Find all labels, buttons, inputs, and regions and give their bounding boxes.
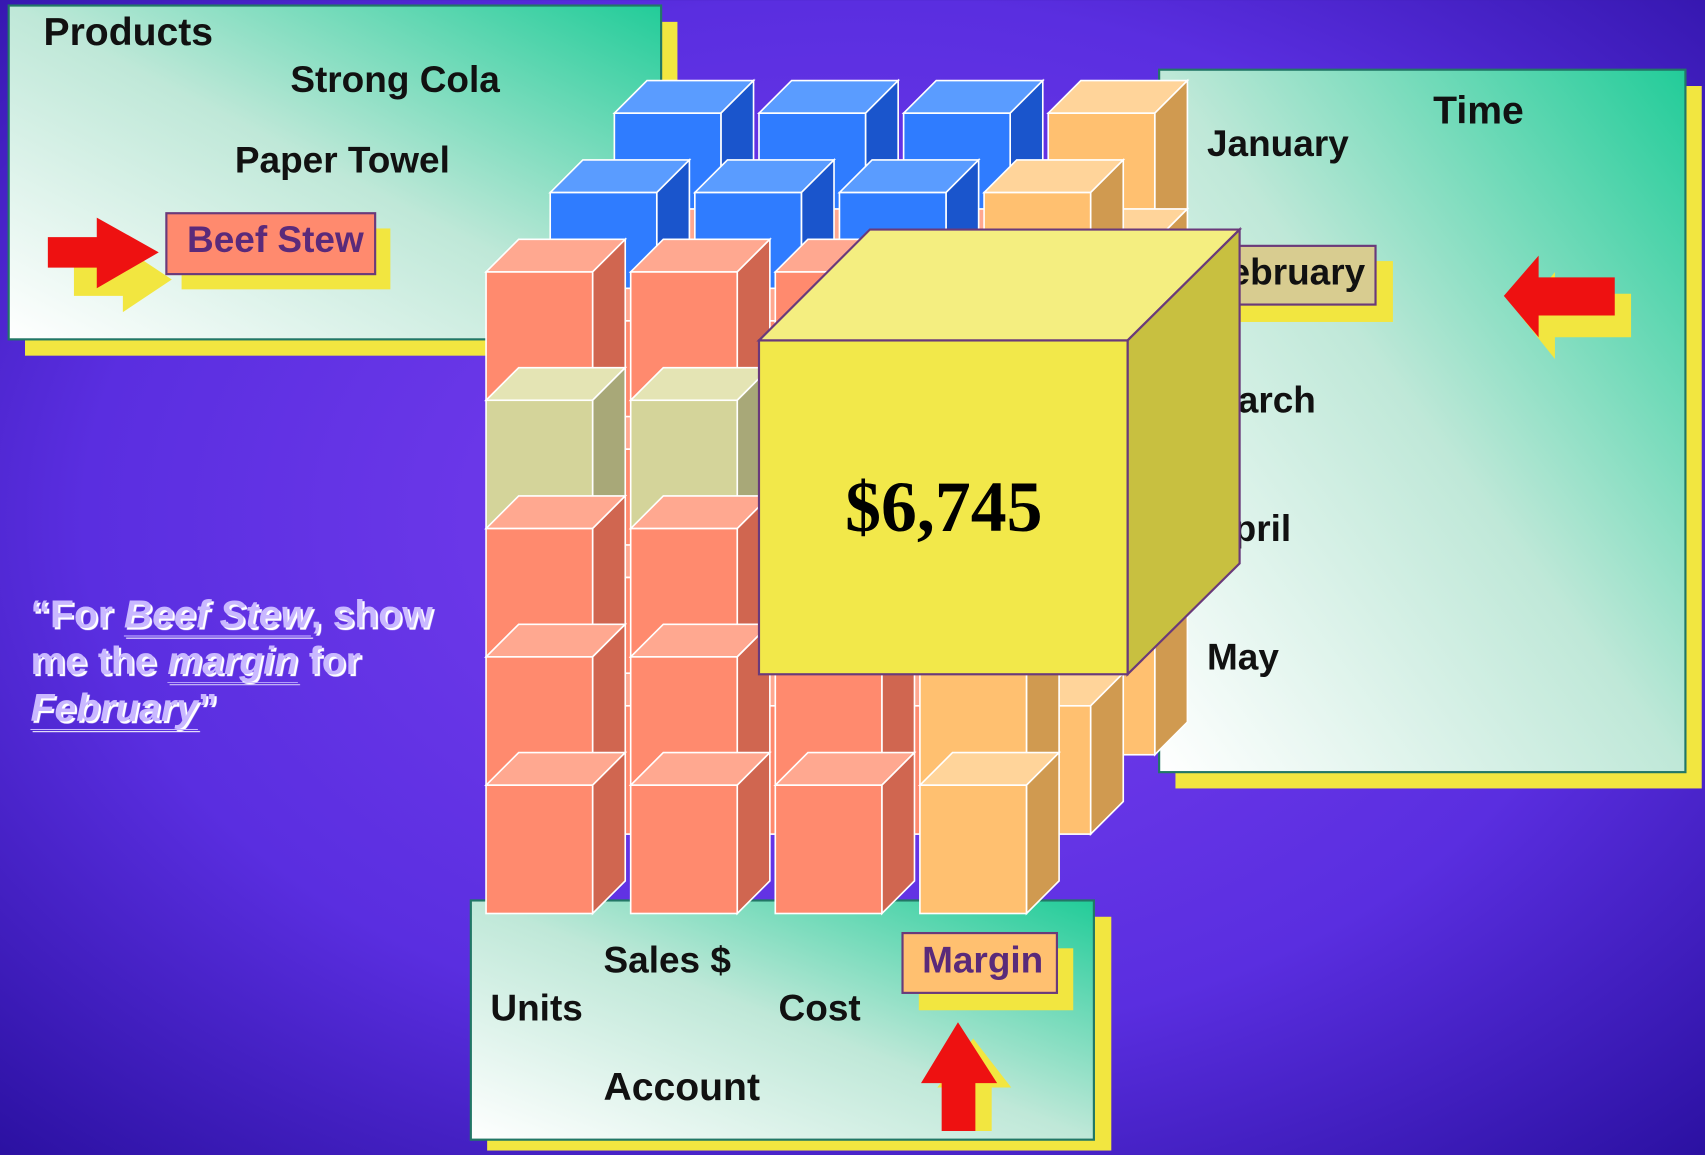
month: January — [1207, 123, 1349, 164]
quote-text: ” — [198, 686, 218, 729]
time-title: Time — [1433, 90, 1524, 133]
cube — [631, 785, 738, 913]
account-item: Sales $ — [603, 940, 731, 981]
quote-text: for — [298, 640, 361, 683]
product: Strong Cola — [290, 59, 500, 100]
account-selected: Margin — [922, 940, 1043, 981]
cube — [775, 785, 882, 913]
quote-text: , show — [311, 593, 433, 636]
quote-keyword: Beef Stew — [124, 593, 314, 636]
quote-line: me the margin for — [30, 640, 360, 683]
product: Paper Towel — [235, 139, 450, 180]
slide: Products Strong Cola Paper Towel Beef St… — [0, 0, 1705, 1155]
quote-line: February” — [30, 686, 217, 729]
quote-line: “For Beef Stew, show — [30, 593, 433, 636]
cell-value: $6,745 — [845, 467, 1042, 547]
account-item: Cost — [779, 988, 861, 1029]
quote-keyword: margin — [167, 640, 297, 683]
selected-cell: $6,745 — [759, 230, 1240, 675]
quote-text: me the — [30, 640, 167, 683]
account-item: Units — [490, 988, 582, 1029]
quote-keyword: February — [30, 686, 200, 729]
page: Products Strong Cola Paper Towel Beef St… — [0, 0, 1705, 1155]
cube — [920, 785, 1027, 913]
month: May — [1207, 636, 1279, 677]
product-selected: Beef Stew — [187, 219, 364, 260]
products-title: Products — [43, 11, 213, 54]
account-title: Account — [603, 1066, 760, 1109]
account-panel: Account Sales $ Units Cost Margin — [471, 900, 1111, 1150]
quote-text: “For — [30, 593, 123, 636]
cube — [486, 785, 593, 913]
